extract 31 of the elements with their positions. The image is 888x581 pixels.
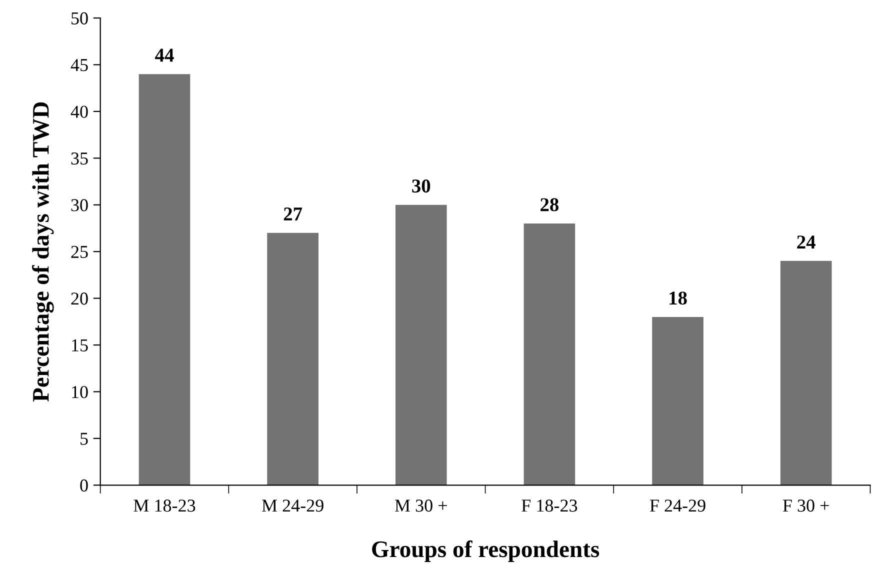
y-tick-label: 50 <box>72 12 88 24</box>
data-label: 18 <box>670 292 687 305</box>
data-label: 30 <box>412 179 430 193</box>
x-tick-label: M 18-23 <box>134 500 196 512</box>
bar <box>267 232 318 486</box>
y-tick-label: 40 <box>70 106 88 118</box>
y-tick-label: 10 <box>72 386 88 398</box>
x-axis-title: Groups of respondents <box>372 540 600 562</box>
bar <box>138 74 190 486</box>
y-tick-label: 15 <box>72 339 88 352</box>
bar <box>395 204 447 486</box>
data-label: 27 <box>284 208 302 220</box>
data-label: 44 <box>155 48 174 62</box>
data-label: 28 <box>540 198 559 212</box>
y-tick-label: 5 <box>80 432 88 445</box>
bar <box>524 224 576 486</box>
bar <box>780 260 832 486</box>
y-tick-label: 25 <box>71 246 88 258</box>
y-tick-label: 20 <box>71 292 88 305</box>
x-tick-label: F 24-29 <box>650 500 706 512</box>
x-tick-label: F 30 + <box>782 500 829 512</box>
x-tick-label: M 24-29 <box>262 500 324 512</box>
y-axis-title: Percentage of days with TWD <box>32 102 54 402</box>
y-tick-label: 30 <box>71 199 88 212</box>
y-tick-label: 35 <box>71 152 88 165</box>
y-tick-label: 45 <box>70 59 88 72</box>
x-tick-label: M 30 + <box>394 500 447 512</box>
bar <box>652 316 704 486</box>
x-tick-label: F 18-23 <box>522 500 578 512</box>
data-label: 24 <box>797 236 816 248</box>
y-tick-label: 0 <box>80 479 88 492</box>
